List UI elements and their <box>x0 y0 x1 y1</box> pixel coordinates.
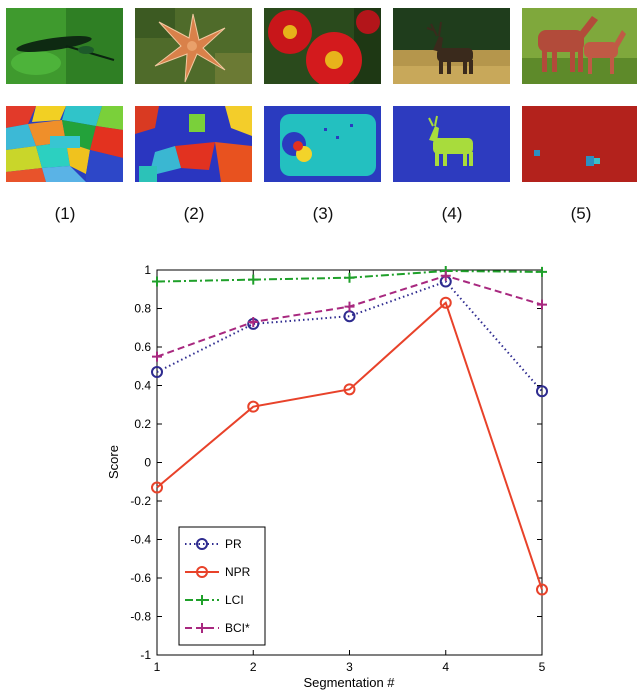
legend-label-lci: LCI <box>225 593 244 607</box>
y-tick-label: -0.4 <box>130 533 151 547</box>
x-tick-label: 2 <box>250 660 257 674</box>
data-point-bci <box>440 270 451 281</box>
legend-label-bci: BCI* <box>225 621 250 635</box>
data-point-npr <box>151 481 163 494</box>
data-point-lci <box>344 272 355 283</box>
image-label: (2) <box>183 204 205 223</box>
data-point-bci <box>344 301 355 312</box>
series-line-npr <box>156 300 543 590</box>
y-tick-label: 0 <box>144 456 151 470</box>
x-tick-label: 1 <box>154 660 161 674</box>
x-tick-label: 5 <box>539 660 546 674</box>
elk-photo <box>393 8 510 84</box>
flowers-photo <box>264 8 381 84</box>
horses-photo <box>522 8 637 84</box>
y-tick-label: 0.6 <box>134 340 151 354</box>
image-label: (5) <box>570 204 592 223</box>
x-tick-label: 4 <box>442 660 449 674</box>
y-axis-label: Score <box>106 445 121 479</box>
flowers-segmentation <box>264 106 381 182</box>
data-point-pr <box>151 366 163 379</box>
legend-marker-npr <box>196 566 208 578</box>
legend-label-pr: PR <box>225 537 242 551</box>
data-point-npr <box>247 400 260 413</box>
data-point-pr <box>536 385 548 398</box>
horses-segmentation <box>522 106 637 182</box>
y-tick-label: -0.2 <box>130 494 151 508</box>
data-point-npr <box>343 383 356 396</box>
image-label: (3) <box>312 204 334 223</box>
y-tick-label: -0.8 <box>130 610 151 624</box>
data-point-npr <box>536 583 548 596</box>
dragonfly-segmentation <box>6 106 123 182</box>
legend-marker-lci <box>197 595 207 605</box>
y-tick-label: -0.6 <box>130 571 151 585</box>
data-point-bci <box>152 351 162 362</box>
image-label: (4) <box>441 204 463 223</box>
image-label: (1) <box>54 204 76 223</box>
y-tick-label: 0.2 <box>134 417 151 431</box>
legend-box <box>178 526 266 646</box>
data-point-bci <box>248 316 259 327</box>
x-axis-label: Segmentation # <box>303 675 395 690</box>
data-point-bci <box>537 299 547 310</box>
legend-marker-bci <box>197 623 207 633</box>
legend-label-npr: NPR <box>225 565 251 579</box>
x-tick-label: 3 <box>346 660 353 674</box>
dragonfly-photo <box>6 8 123 84</box>
y-tick-label: -1 <box>140 648 151 662</box>
y-tick-label: 1 <box>144 263 151 277</box>
legend-marker-pr <box>196 538 208 550</box>
score-chart: -1 -0.8 -0.6 -0.4 -0.2 0 0.2 0.4 0.6 0.8 1 1 2 3 4 5 Se… <box>106 263 548 690</box>
data-point-lci <box>248 274 259 285</box>
data-point-npr <box>439 296 452 309</box>
data-point-lci <box>152 276 162 287</box>
starfish-photo <box>135 8 252 84</box>
starfish-segmentation <box>135 106 252 182</box>
y-tick-label: 0.4 <box>134 379 151 393</box>
data-point-lci <box>537 266 547 277</box>
y-tick-label: 0.8 <box>134 302 151 316</box>
elk-segmentation <box>393 106 510 182</box>
